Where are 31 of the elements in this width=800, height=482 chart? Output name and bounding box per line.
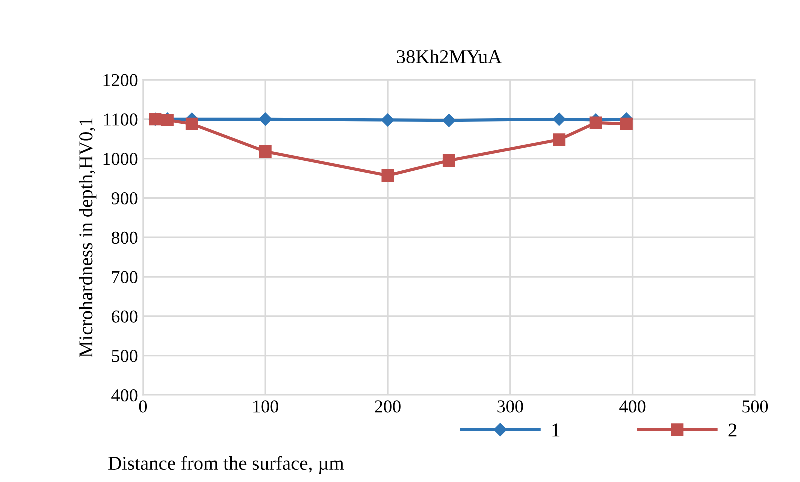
point: [259, 145, 272, 158]
point: [259, 112, 272, 126]
y-tick-label: 1100: [104, 114, 138, 126]
y-tick-label: 700: [112, 271, 138, 284]
x-tick-label: 0: [139, 400, 148, 413]
point: [552, 112, 566, 126]
point: [590, 116, 602, 130]
x-tick-label: 300: [498, 400, 524, 413]
y-tick-label: 1200: [104, 74, 138, 86]
point: [442, 114, 456, 128]
legend-label: 2: [728, 424, 737, 437]
x-tick-label: 500: [742, 400, 768, 413]
y-tick-label: 800: [112, 232, 138, 244]
y-tick-label: 400: [112, 389, 138, 402]
y-axis-title: Microhardness in depth,HV0,1: [79, 118, 97, 358]
y-tick-label: 600: [112, 310, 138, 323]
point: [186, 118, 198, 130]
y-tick-label: 500: [112, 350, 138, 362]
point: [553, 134, 566, 146]
x-tick-label: 200: [375, 400, 401, 413]
y-tick-label: 900: [112, 192, 138, 205]
point: [442, 154, 456, 168]
point: [381, 114, 395, 127]
chart-title: 38Kh2MYuA: [397, 50, 502, 64]
point: [620, 118, 633, 130]
x-tick-label: 400: [620, 400, 646, 413]
point: [382, 170, 394, 182]
legend-label: 1: [552, 424, 560, 437]
x-tick-label: 100: [254, 400, 278, 413]
y-tick-label: 1000: [104, 153, 138, 166]
x-axis-title: Distance from the surface, µm: [108, 456, 344, 474]
